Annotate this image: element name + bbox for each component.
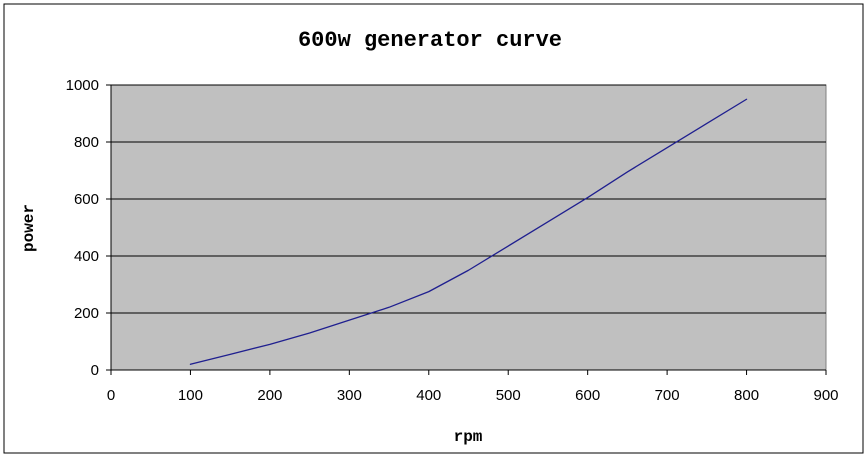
x-tick-label-900: 900 [813, 387, 838, 404]
y-tick-label-400: 400 [74, 248, 99, 265]
y-tick-label-0: 0 [91, 362, 99, 379]
plot-area [110, 84, 827, 371]
chart-title: 600w generator curve [298, 28, 562, 53]
x-axis-label: rpm [454, 428, 483, 446]
x-tick-label-500: 500 [496, 387, 521, 404]
y-tick-label-800: 800 [74, 134, 99, 151]
axes [106, 84, 827, 375]
x-tick-label-200: 200 [257, 387, 282, 404]
x-tick-label-600: 600 [575, 387, 600, 404]
y-tick-label-1000: 1000 [66, 77, 99, 94]
x-tick-label-300: 300 [337, 387, 362, 404]
x-tick-label-800: 800 [734, 387, 759, 404]
series-lines [189, 98, 748, 365]
x-tick-label-400: 400 [416, 387, 441, 404]
y-tick-labels: 0 200 400 600 800 1000 [66, 77, 99, 379]
x-tick-labels: 0 100 200 300 400 500 600 700 800 900 [107, 387, 839, 404]
y-tick-label-600: 600 [74, 191, 99, 208]
x-tick-label-0: 0 [107, 387, 115, 404]
y-tick-label-200: 200 [74, 305, 99, 322]
x-tick-label-100: 100 [178, 387, 203, 404]
grid-lines [111, 84, 826, 314]
x-tick-label-700: 700 [655, 387, 680, 404]
series-line-0 [189, 98, 748, 365]
y-axis-label: power [20, 204, 38, 252]
